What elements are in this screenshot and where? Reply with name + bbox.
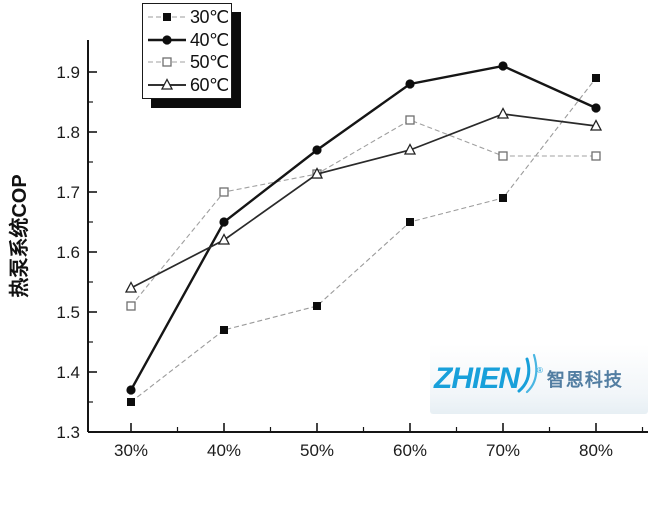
marker-open-triangle	[403, 143, 417, 155]
series-60c	[124, 107, 603, 293]
x-tick-label: 70%	[486, 441, 520, 460]
marker-filled-circle	[591, 103, 601, 113]
marker-filled-square	[406, 218, 414, 226]
series-line	[129, 64, 597, 391]
marker-filled-square	[220, 326, 228, 334]
marker-filled-square	[313, 302, 321, 310]
marker-filled-square	[499, 194, 507, 202]
y-tick-label: 1.7	[56, 183, 80, 202]
legend-item-60c: 60℃	[147, 74, 231, 96]
marker-open-square	[219, 187, 229, 197]
legend-key-filled-circle	[148, 35, 186, 45]
y-tick-label: 1.4	[56, 363, 80, 382]
legend-item-50c: 50℃	[147, 51, 231, 73]
legend-key-open-triangle	[148, 77, 186, 90]
legend-item-40c: 40℃	[147, 29, 231, 51]
y-tick-label: 1.3	[56, 423, 80, 442]
y-tick-label: 1.5	[56, 303, 80, 322]
registered-mark: ®	[537, 365, 543, 375]
y-axis-label: 热泵系统COP	[7, 174, 31, 297]
marker-open-triangle	[160, 77, 174, 90]
series-line	[130, 77, 597, 403]
marker-filled-circle	[498, 61, 508, 71]
marker-open-triangle	[217, 233, 231, 245]
marker-filled-square	[127, 398, 135, 406]
marker-filled-square	[592, 74, 600, 82]
series-50c	[126, 115, 601, 311]
legend-label: 40℃	[190, 29, 229, 50]
legend-item-30c: 30℃	[147, 6, 231, 28]
y-tick-label: 1.6	[56, 243, 80, 262]
marker-open-triangle	[496, 107, 510, 119]
marker-open-triangle	[589, 119, 603, 131]
x-tick-label: 80%	[579, 441, 613, 460]
y-tick-label: 1.8	[56, 123, 80, 142]
marker-open-triangle	[310, 167, 324, 179]
marker-open-square	[498, 151, 508, 161]
watermark-logo: ZHIEN ® 智恩科技	[430, 344, 648, 414]
marker-open-square	[405, 115, 415, 125]
marker-open-triangle	[124, 281, 138, 293]
brand-chinese-name: 智恩科技	[546, 370, 623, 390]
marker-filled-circle	[312, 145, 322, 155]
series-40c	[126, 61, 601, 395]
x-tick-label: 30%	[114, 441, 148, 460]
swoosh-icon	[517, 353, 538, 394]
legend-label: 50℃	[190, 52, 229, 73]
marker-filled-circle	[126, 385, 136, 395]
marker-filled-square	[163, 13, 171, 22]
legend-label: 30℃	[190, 7, 229, 28]
legend-label: 60℃	[190, 74, 229, 95]
x-tick-label: 60%	[393, 441, 427, 460]
data-series	[124, 61, 603, 406]
chart-legend: 30℃ 40℃ 50℃ 60℃	[142, 3, 232, 99]
y-tick-label: 1.9	[56, 63, 80, 82]
legend-key-open-square	[148, 57, 186, 67]
series-30c	[127, 74, 600, 406]
marker-open-square	[591, 151, 601, 161]
series-line	[130, 119, 596, 307]
axes: 1.3 1.4 1.5 1.6 1.7 1.8 1.9 30% 40% 50% 60% 70% 80%	[56, 40, 648, 460]
marker-open-square	[162, 57, 172, 67]
marker-filled-circle	[405, 79, 415, 89]
series-line	[130, 113, 597, 289]
legend-key-filled-square	[148, 13, 186, 22]
x-tick-label: 40%	[207, 441, 241, 460]
marker-filled-circle	[219, 217, 229, 227]
brand-wordmark: ZHIEN	[434, 362, 520, 395]
marker-filled-circle	[162, 35, 172, 45]
x-tick-label: 50%	[300, 441, 334, 460]
marker-open-square	[126, 301, 136, 311]
